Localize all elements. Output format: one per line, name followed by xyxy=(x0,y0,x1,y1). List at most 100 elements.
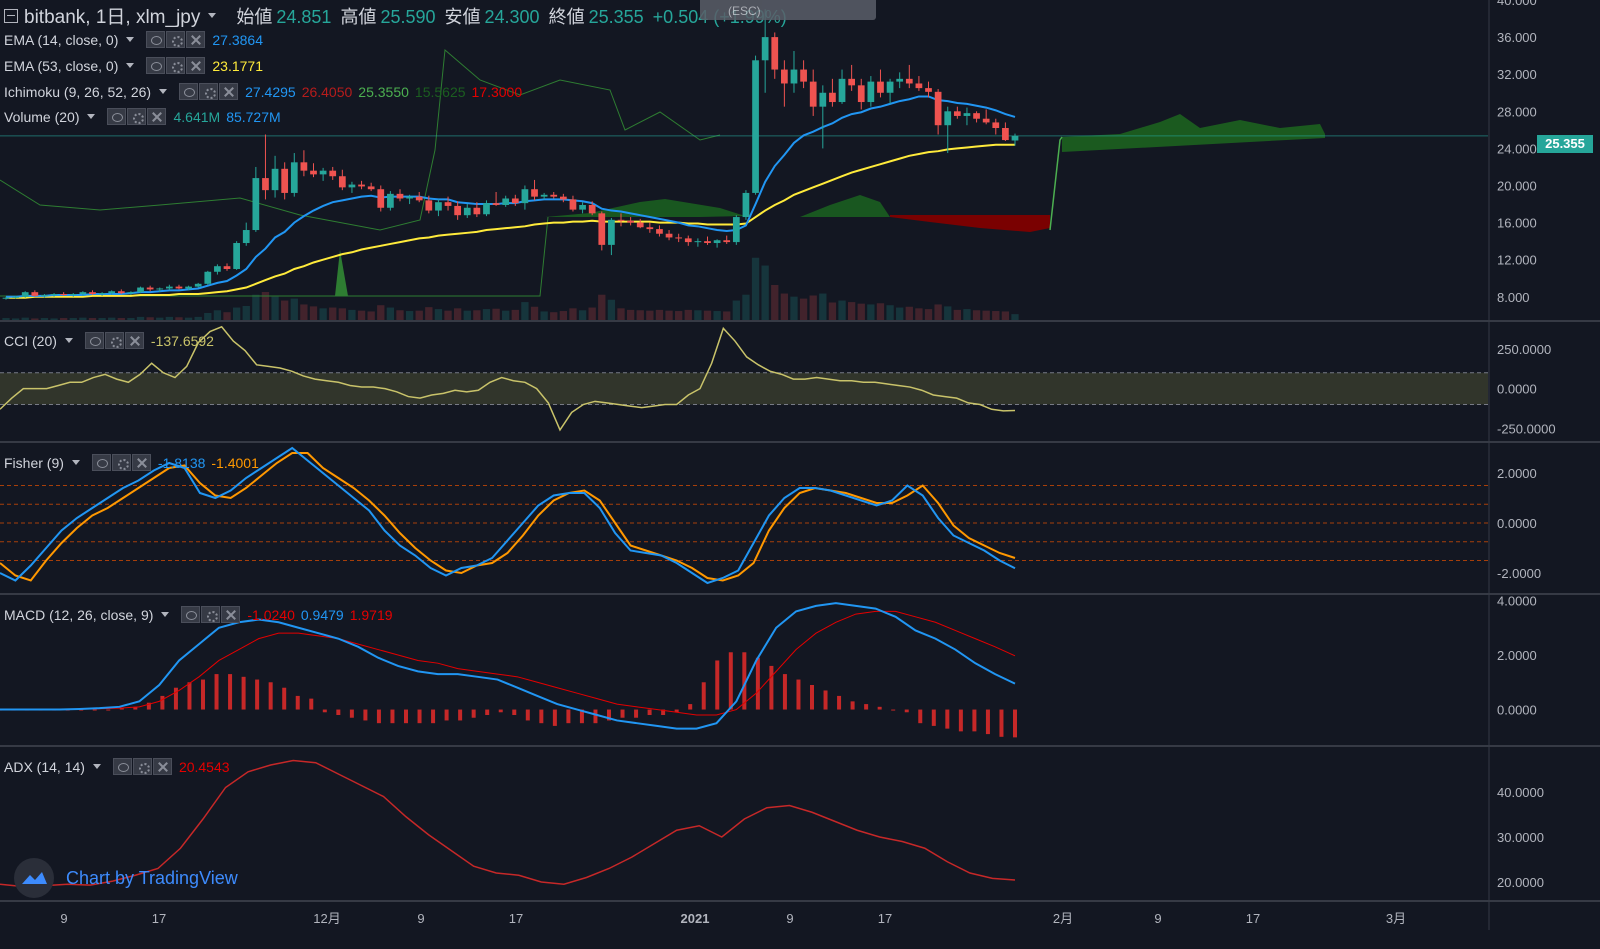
high-value: 25.590 xyxy=(380,6,436,27)
legend-ema53[interactable]: EMA (53, close, 0) 23.1771 xyxy=(4,57,263,74)
candle xyxy=(636,222,644,228)
gear-icon[interactable] xyxy=(166,57,186,74)
volume-bar xyxy=(530,306,539,320)
close-icon[interactable] xyxy=(124,332,144,349)
candle xyxy=(521,189,529,204)
candle xyxy=(953,111,961,116)
chevron-down-icon[interactable] xyxy=(208,13,217,18)
ema53-value: 23.1771 xyxy=(212,57,263,74)
gear-icon[interactable] xyxy=(201,606,221,623)
macd-histogram-bar xyxy=(376,709,381,724)
chevron-down-icon[interactable] xyxy=(71,460,80,465)
candle xyxy=(1002,128,1009,141)
volume-bar xyxy=(924,309,933,320)
price-tick-label: 28.000 xyxy=(1497,104,1537,119)
volume-bar xyxy=(194,316,202,320)
volume-bar xyxy=(223,312,231,320)
price-tick-label: 24.000 xyxy=(1497,141,1537,156)
eye-icon[interactable] xyxy=(146,57,166,74)
chevron-down-icon[interactable] xyxy=(92,764,101,769)
gear-icon[interactable] xyxy=(166,31,186,48)
macd-histogram-bar xyxy=(498,709,503,713)
candle xyxy=(761,37,769,61)
volume-bar xyxy=(771,285,779,320)
candle xyxy=(271,168,279,191)
macd-histogram-bar xyxy=(877,706,882,710)
candle xyxy=(877,81,884,93)
volume-bar xyxy=(60,318,68,320)
volume-bar xyxy=(886,305,894,320)
time-tick-label: 9 xyxy=(1154,911,1161,926)
volume-bar xyxy=(723,311,731,320)
eye-icon[interactable] xyxy=(91,454,111,471)
gear-icon[interactable] xyxy=(127,108,147,125)
macd-histogram-bar xyxy=(931,709,936,726)
candle xyxy=(156,288,164,290)
eye-icon[interactable] xyxy=(146,31,166,48)
chevron-down-icon[interactable] xyxy=(159,89,168,94)
eye-icon[interactable] xyxy=(84,332,104,349)
chevron-down-icon[interactable] xyxy=(87,114,96,119)
close-icon[interactable] xyxy=(152,758,172,775)
close-icon[interactable] xyxy=(186,57,206,74)
macd-histogram-bar xyxy=(958,709,963,732)
gear-icon[interactable] xyxy=(199,83,219,100)
macd-histogram-bar xyxy=(566,709,571,724)
volume-bar xyxy=(809,295,817,320)
eye-icon[interactable] xyxy=(179,83,199,100)
ema53-line xyxy=(6,143,1015,299)
candle xyxy=(444,202,452,206)
candle xyxy=(435,202,442,211)
legend-volume[interactable]: Volume (20) 4.641M 85.727M xyxy=(4,108,281,125)
legend-fisher[interactable]: Fisher (9) -1.8138 -1.4001 xyxy=(4,454,259,471)
volume-bar xyxy=(847,302,856,320)
candle xyxy=(934,91,942,126)
close-icon[interactable] xyxy=(221,606,241,623)
chevron-down-icon[interactable] xyxy=(126,63,135,68)
macd-histogram-bar xyxy=(431,709,436,724)
close-icon[interactable] xyxy=(186,31,206,48)
volume-bar xyxy=(876,303,885,320)
candle xyxy=(579,204,586,210)
collapse-icon[interactable] xyxy=(4,8,18,23)
chevron-down-icon[interactable] xyxy=(64,338,73,343)
legend-cci[interactable]: CCI (20) -137.6592 xyxy=(4,332,214,349)
legend-macd[interactable]: MACD (12, 26, close, 9) -1.0240 0.9479 1… xyxy=(4,606,393,623)
candle xyxy=(146,287,154,290)
legend-ichimoku[interactable]: Ichimoku (9, 26, 52, 26) 27.4295 26.4050… xyxy=(4,83,522,100)
macd-histogram-bar xyxy=(539,709,544,724)
ema14-label: EMA (14, close, 0) xyxy=(4,31,119,48)
close-icon[interactable] xyxy=(131,454,151,471)
candle xyxy=(550,194,558,197)
eye-icon[interactable] xyxy=(181,606,201,623)
candle xyxy=(992,122,1000,128)
eye-icon[interactable] xyxy=(112,758,132,775)
symbol-title[interactable]: bitbank, 1日, xlm_jpy xyxy=(24,7,201,28)
candle xyxy=(905,78,913,84)
legend-ema14[interactable]: EMA (14, close, 0) 27.3864 xyxy=(4,31,263,48)
chevron-down-icon[interactable] xyxy=(126,37,135,42)
volume-bar xyxy=(309,306,318,320)
volume-bar xyxy=(569,308,577,320)
volume-bar xyxy=(21,317,29,320)
candle xyxy=(98,293,106,295)
legend-adx[interactable]: ADX (14, 14) 20.4543 xyxy=(4,758,230,775)
gear-icon[interactable] xyxy=(132,758,152,775)
macd-histogram-bar xyxy=(593,709,598,724)
tradingview-watermark[interactable]: Chart by TradingView xyxy=(14,858,238,898)
escape-tooltip[interactable]: (ESC) xyxy=(700,0,876,20)
chevron-down-icon[interactable] xyxy=(161,612,170,617)
candle xyxy=(281,168,289,193)
gear-icon[interactable] xyxy=(104,332,124,349)
symbol-header[interactable]: bitbank, 1日, xlm_jpy 始値 24.851 高値 25.590 安… xyxy=(4,2,791,29)
gear-icon[interactable] xyxy=(111,454,131,471)
volume-bar xyxy=(232,307,241,320)
macd-histogram-bar xyxy=(1013,709,1017,738)
close-icon[interactable] xyxy=(147,108,167,125)
macd-histogram-bar xyxy=(79,709,84,711)
close-icon[interactable] xyxy=(219,83,239,100)
eye-icon[interactable] xyxy=(107,108,127,125)
macd-histogram-bar xyxy=(512,709,517,715)
time-tick-label: 9 xyxy=(786,911,793,926)
